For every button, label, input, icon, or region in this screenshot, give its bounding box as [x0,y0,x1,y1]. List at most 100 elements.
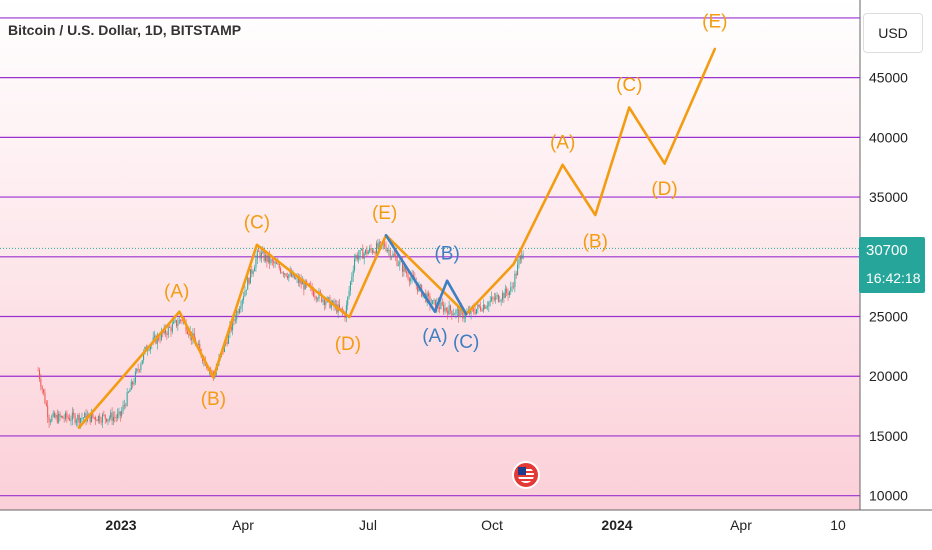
candle-body [521,255,523,259]
candle-body [126,392,128,406]
time-tick-label: Apr [730,517,752,533]
candle-body [74,414,76,423]
candle-body [445,307,447,311]
candle-body [452,314,454,316]
candle-body [77,414,79,421]
candle-body [402,261,404,272]
candle-body [429,296,431,305]
candle-body [444,307,446,312]
candle-body [110,412,112,418]
last-price-value: 30700 [866,242,908,259]
candle-body [177,323,179,327]
candle-body [417,285,419,292]
candle-body [449,305,451,311]
wave-label: (B) [201,389,226,410]
time-tick-label: 2024 [601,517,632,533]
us-flag-icon[interactable] [512,461,540,489]
wave-label: (B) [434,243,459,264]
candle-body [85,413,87,422]
candle-body [371,249,373,253]
candle-body [478,304,480,307]
candle-body [495,296,497,300]
wave-labels: (A) (B) (C) (D) (E) (B) (A) (C) (A) (B) (C) (D) (E) [164,12,727,410]
candle-body [514,273,516,287]
candle-body [259,251,261,259]
candle-body [188,333,190,336]
candle-body [263,251,265,261]
time-axis-panel [0,510,932,550]
candle-body [199,343,201,350]
time-tick-label: Apr [232,517,254,533]
candle-body [363,253,365,259]
candle-body [380,241,382,243]
candle-body [130,381,132,390]
candle-body [181,320,183,322]
candle-body [397,264,399,266]
time-tick-label: 2023 [105,517,136,533]
candle-body [197,343,199,345]
candle-body [122,405,124,411]
candle-body [403,265,405,272]
candle-body [175,320,177,327]
candle-body [43,389,45,393]
candle-body [477,304,479,310]
candle-body [278,263,280,269]
candle-body [522,253,524,259]
candle-body [186,331,188,334]
candle-body [393,253,395,256]
wave-lines [77,47,717,429]
candle-body [375,243,377,254]
candle-body [228,332,230,344]
candle-body [377,243,379,248]
candle-body [95,417,97,421]
candle-body [355,254,357,259]
chart-title: Bitcoin / U.S. Dollar, 1D, BITSTAMP [8,22,242,38]
candle-body [456,309,458,311]
candle-body [285,273,287,277]
candle-body [84,413,86,418]
candle-body [37,370,39,372]
candle-body [41,386,43,390]
candle-body [54,412,56,418]
candle-body [323,299,325,305]
candle-body [254,267,256,272]
wave-label: (E) [372,203,397,224]
candle-body [517,264,519,276]
candle-body [40,379,42,387]
candle-body [99,415,101,422]
candle-body [67,417,69,419]
candle-body [275,262,277,264]
wave-label: (D) [335,334,361,355]
candle-body [488,302,490,307]
candle-body [515,273,517,276]
candle-body [508,291,510,296]
candle-body [333,300,335,307]
candle-body [373,251,375,253]
candle-body [134,371,136,383]
candle-body [519,255,521,260]
candle-body [330,303,332,309]
candle-body [499,301,501,302]
candle-body [440,302,442,309]
candle-body [62,416,64,419]
candle-body [244,290,246,297]
candle-body [432,300,434,305]
candle-body [463,317,465,319]
candle-body [174,320,176,322]
candle-body [70,420,72,421]
bar-countdown: 16:42:18 [866,270,921,286]
candle-body [502,293,504,300]
candle-body [240,306,242,310]
candle-body [325,302,327,305]
candle-body [465,313,467,318]
candle-body [351,276,353,282]
candle-body [178,319,180,324]
candle-body [369,247,371,252]
candle-body [65,412,67,419]
candle-body [104,414,106,419]
currency-button[interactable]: USD [863,13,923,53]
candle-body [180,319,182,321]
candle-body [454,313,456,315]
candle-body [455,310,457,314]
